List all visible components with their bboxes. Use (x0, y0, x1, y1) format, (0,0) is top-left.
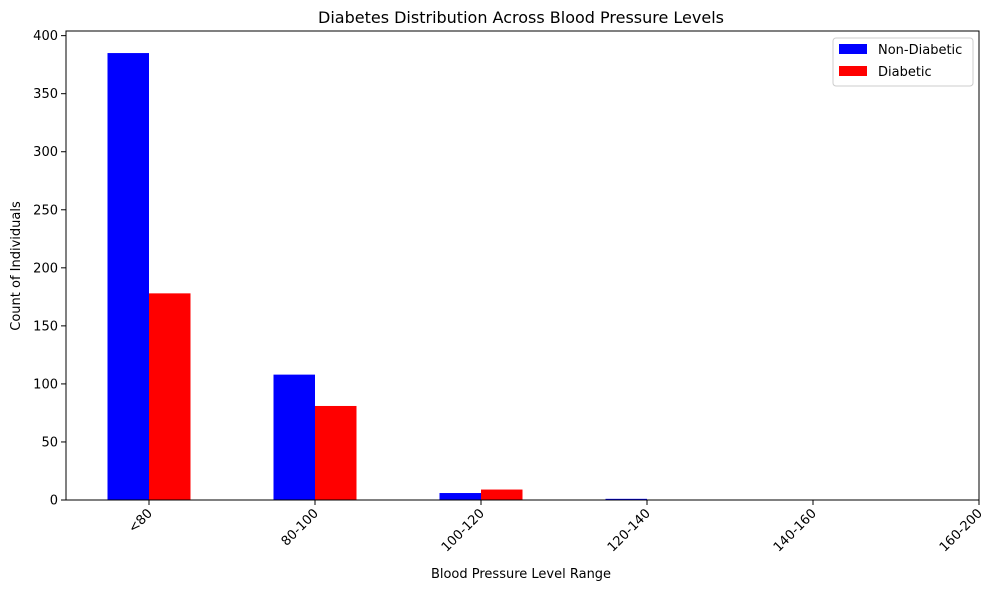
plot-frame (65, 30, 980, 501)
bar-diabetic-0 (149, 293, 191, 500)
bar-diabetic-2 (481, 489, 523, 500)
bars-layer (107, 53, 647, 501)
legend-label-non-diabetic: Non-Diabetic (878, 43, 962, 58)
y-tick-label: 200 (33, 261, 58, 276)
x-tick-label: 120-140 (605, 506, 654, 555)
legend-swatch-non-diabetic (839, 44, 867, 54)
x-tick-label: <80 (126, 506, 156, 536)
legend: Non-Diabetic Diabetic (832, 37, 974, 87)
y-tick-label: 400 (33, 29, 58, 44)
x-tick-label: 100-120 (439, 506, 488, 555)
chart-title: Diabetes Distribution Across Blood Press… (318, 8, 724, 27)
y-tick-label: 300 (33, 145, 58, 160)
legend-label-diabetic: Diabetic (878, 65, 932, 80)
bar-non-diabetic-3 (605, 498, 647, 500)
y-tick-label: 50 (41, 435, 58, 450)
x-axis-label: Blood Pressure Level Range (431, 567, 611, 582)
x-tick-label: 160-200 (937, 506, 986, 555)
x-tick-label: 140-160 (771, 506, 820, 555)
y-axis-label: Count of Individuals (9, 201, 24, 331)
x-axis: <80 80-100 100-120 120-140 140-160 160-200 (126, 500, 986, 555)
bar-non-diabetic-2 (439, 493, 481, 500)
bar-diabetic-1 (315, 405, 357, 500)
bar-non-diabetic-1 (273, 374, 315, 500)
y-axis: 0 50 100 150 200 250 300 350 400 (33, 29, 66, 509)
legend-frame (832, 37, 974, 87)
legend-swatch-diabetic (839, 66, 867, 76)
y-tick-label: 100 (33, 377, 58, 392)
y-tick-label: 0 (50, 494, 58, 509)
x-tick-label: 80-100 (279, 506, 322, 549)
bar-non-diabetic-0 (107, 53, 149, 501)
y-tick-label: 150 (33, 319, 58, 334)
y-tick-label: 350 (33, 87, 58, 102)
y-tick-label: 250 (33, 203, 58, 218)
